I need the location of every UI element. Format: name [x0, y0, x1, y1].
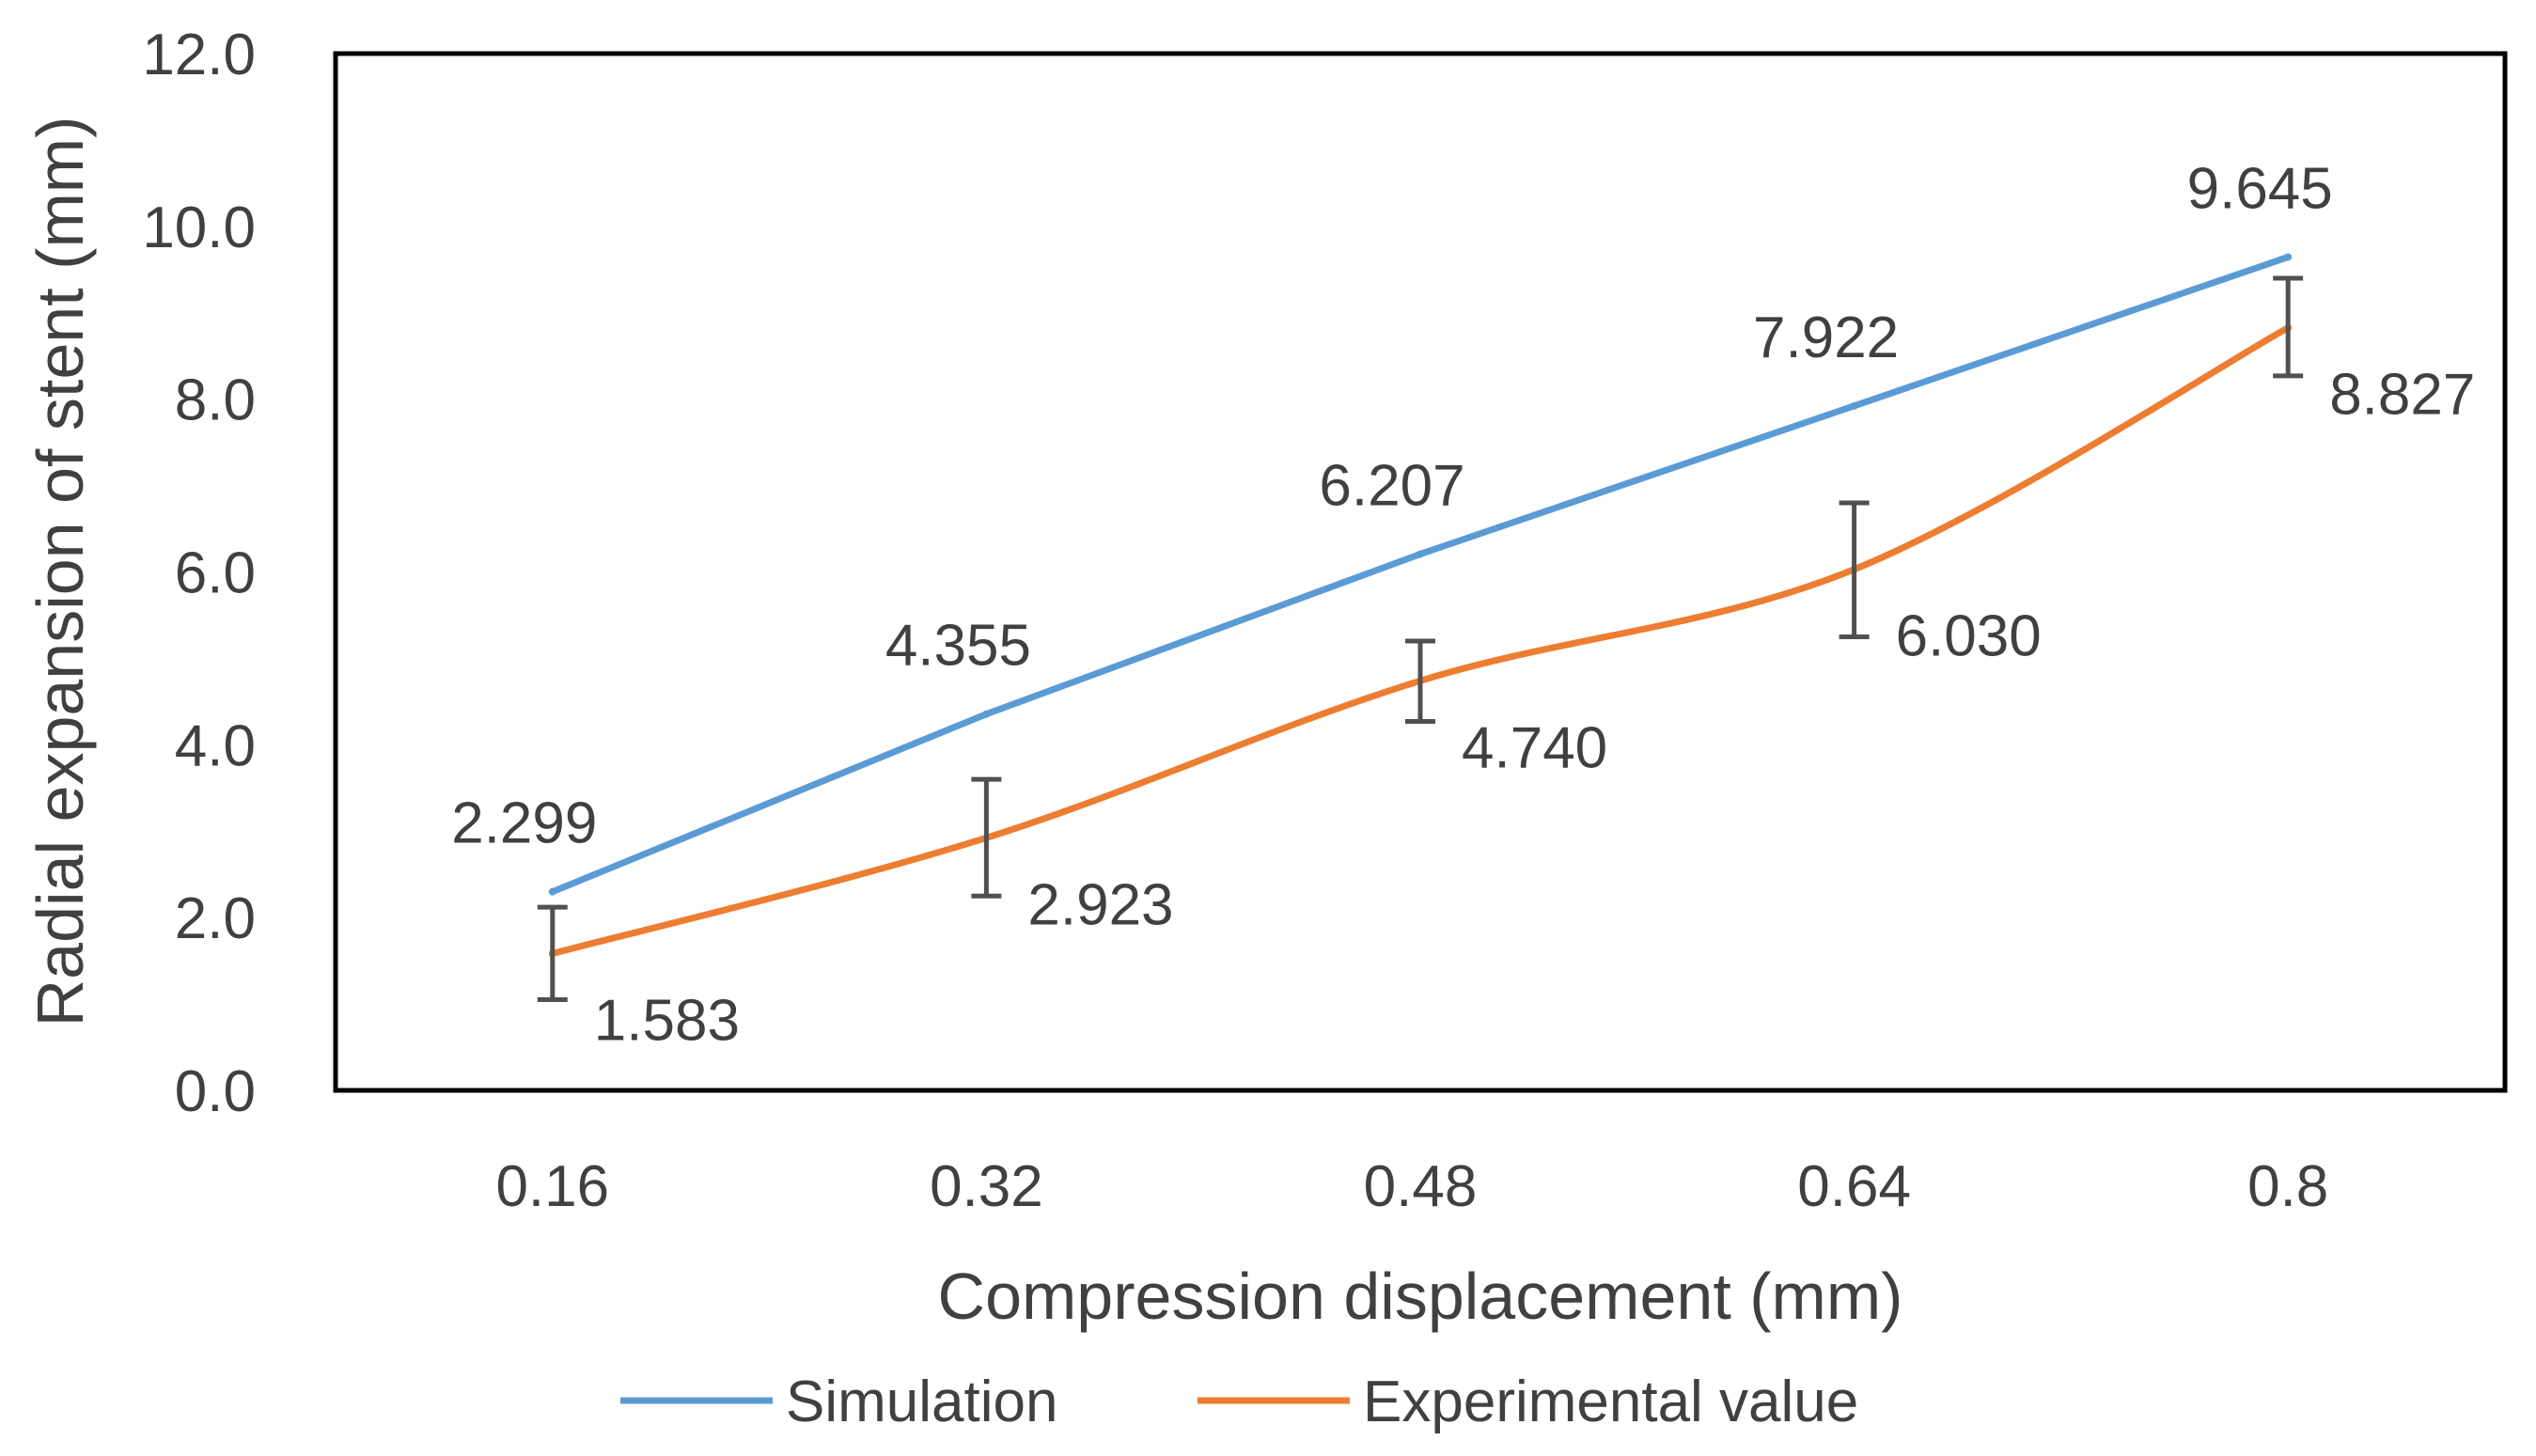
data-label-simulation: 6.207: [1319, 453, 1464, 518]
y-tick-label: 12.0: [142, 23, 256, 87]
data-label-experimental-value: 4.740: [1462, 715, 1607, 780]
series-line-simulation: [549, 253, 2292, 896]
data-label-experimental-value: 1.583: [594, 988, 740, 1053]
data-point-simulation: [1850, 401, 1858, 410]
y-tick-label: 0.0: [175, 1059, 256, 1124]
legend-label-simulation: Simulation: [786, 1370, 1057, 1434]
legend-label-experimental-value: Experimental value: [1363, 1370, 1858, 1434]
data-label-experimental-value: 2.923: [1027, 872, 1173, 937]
x-axis-title: Compression displacement (mm): [938, 1260, 1903, 1333]
y-tick-label: 2.0: [175, 886, 256, 951]
error-bar: [2273, 275, 2304, 379]
data-point-simulation: [548, 887, 556, 896]
plot-area-border: [333, 51, 2508, 1093]
y-axis-title: Radial expansion of stent (mm): [23, 117, 97, 1027]
x-tick-label: 0.48: [1364, 1154, 1478, 1219]
y-tick-label: 10.0: [142, 196, 256, 260]
x-tick-label: 0.32: [930, 1154, 1043, 1219]
legend: Simulation Experimental value: [620, 1370, 1858, 1434]
y-tick-label: 4.0: [175, 713, 256, 778]
plot-layer: [537, 253, 2304, 1002]
x-tick-label: 0.64: [1797, 1154, 1911, 1219]
data-label-simulation: 7.922: [1753, 305, 1899, 370]
x-tick-label: 0.8: [2247, 1154, 2328, 1219]
data-label-experimental-value: 6.030: [1896, 604, 2042, 669]
data-point-simulation: [2284, 253, 2293, 261]
error-bar: [1839, 500, 1870, 639]
x-axis: 0.16 0.32 0.48 0.64 0.8: [495, 1154, 2328, 1219]
data-label-simulation: 2.299: [451, 791, 597, 856]
x-tick-label: 0.16: [495, 1154, 609, 1219]
data-label-experimental-value: 8.827: [2329, 363, 2475, 428]
data-point-simulation: [982, 710, 991, 718]
error-bar: [537, 904, 568, 1002]
y-axis: 0.0 2.0 4.0 6.0 8.0 10.0 12.0: [142, 23, 256, 1124]
y-tick-label: 6.0: [175, 541, 256, 606]
error-bar: [1405, 638, 1435, 725]
data-point-simulation: [1417, 550, 1424, 558]
error-bar: [971, 776, 1002, 899]
y-tick-label: 8.0: [175, 368, 256, 433]
data-label-simulation: 4.355: [885, 614, 1031, 679]
label-layer: 2.299 4.355 6.207 7.922 9.645 1.583 2.923 4.740…: [451, 156, 2475, 1053]
data-label-simulation: 9.645: [2187, 156, 2333, 221]
